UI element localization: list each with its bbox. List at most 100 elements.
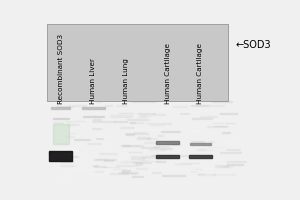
Bar xyxy=(218,166,232,167)
Bar xyxy=(136,168,146,169)
Bar xyxy=(200,168,214,169)
Bar xyxy=(67,169,88,170)
Bar xyxy=(52,124,69,144)
Bar xyxy=(132,176,143,177)
Bar xyxy=(223,141,236,142)
Bar xyxy=(96,138,103,139)
Bar xyxy=(52,107,70,109)
Bar xyxy=(83,116,104,117)
Bar xyxy=(69,171,74,172)
Bar xyxy=(161,131,180,132)
Bar xyxy=(51,124,56,125)
Bar xyxy=(127,119,148,120)
Bar xyxy=(188,144,193,145)
Bar xyxy=(53,177,73,179)
Bar xyxy=(189,155,212,158)
Bar xyxy=(177,148,183,149)
Bar xyxy=(206,171,214,172)
Bar xyxy=(195,162,207,163)
Bar xyxy=(136,163,142,165)
Bar xyxy=(162,175,185,176)
Bar xyxy=(174,151,195,152)
Bar xyxy=(53,122,63,123)
Bar xyxy=(152,108,169,109)
Bar xyxy=(146,115,156,116)
Bar xyxy=(140,115,152,116)
Bar xyxy=(227,164,243,165)
Bar xyxy=(126,134,134,135)
Bar xyxy=(191,105,208,106)
Bar xyxy=(140,111,159,112)
Bar xyxy=(172,106,187,107)
Bar xyxy=(156,141,179,144)
Bar xyxy=(180,155,198,156)
Bar xyxy=(103,175,114,176)
Bar xyxy=(82,107,105,109)
Bar xyxy=(217,166,223,167)
Text: Human Liver: Human Liver xyxy=(90,58,96,104)
Bar xyxy=(64,156,78,157)
Bar xyxy=(152,172,161,173)
Bar xyxy=(115,110,131,111)
Bar xyxy=(104,105,112,106)
Bar xyxy=(217,119,235,120)
Bar xyxy=(97,166,120,167)
Bar xyxy=(134,129,154,130)
Bar xyxy=(94,166,106,167)
Bar xyxy=(200,116,217,117)
Bar xyxy=(212,101,232,102)
Bar xyxy=(93,165,98,166)
Bar xyxy=(54,158,71,159)
Bar xyxy=(95,171,103,172)
Bar xyxy=(80,162,101,163)
Bar xyxy=(205,156,211,157)
Bar xyxy=(122,170,130,171)
Text: Human Cartilage: Human Cartilage xyxy=(197,43,203,104)
Bar xyxy=(119,172,128,174)
Bar xyxy=(123,145,143,146)
Bar xyxy=(144,142,159,143)
Bar xyxy=(88,143,110,144)
Bar xyxy=(156,155,179,158)
Bar xyxy=(153,114,165,115)
Bar xyxy=(88,173,100,174)
Bar xyxy=(65,136,74,137)
Bar xyxy=(56,106,69,107)
Bar xyxy=(191,171,196,172)
Bar xyxy=(112,116,118,117)
Bar xyxy=(47,24,228,101)
Bar xyxy=(192,118,212,119)
Text: Human Lung: Human Lung xyxy=(123,58,129,104)
Bar xyxy=(190,143,211,145)
Bar xyxy=(131,158,145,159)
Bar xyxy=(67,121,72,122)
Bar xyxy=(49,151,72,161)
Bar xyxy=(132,101,155,102)
Bar xyxy=(209,141,214,142)
Bar xyxy=(156,161,165,162)
Bar xyxy=(147,138,157,139)
Bar xyxy=(94,159,116,160)
Bar xyxy=(149,149,167,150)
Bar xyxy=(226,161,246,162)
Bar xyxy=(104,160,112,161)
Bar xyxy=(68,105,86,106)
Bar xyxy=(138,149,155,150)
Bar xyxy=(121,172,138,173)
Bar xyxy=(198,119,215,120)
Bar xyxy=(110,115,132,117)
Bar xyxy=(172,144,181,145)
Bar xyxy=(198,174,215,175)
Bar xyxy=(61,161,74,162)
Bar xyxy=(224,117,238,118)
Bar xyxy=(149,124,163,125)
Bar xyxy=(209,105,224,106)
Bar xyxy=(158,135,163,136)
Bar xyxy=(55,149,77,150)
Bar xyxy=(220,152,242,153)
Bar xyxy=(87,143,101,144)
Bar xyxy=(131,156,150,157)
Bar xyxy=(220,113,236,114)
Bar xyxy=(130,173,136,174)
Bar xyxy=(97,136,108,137)
